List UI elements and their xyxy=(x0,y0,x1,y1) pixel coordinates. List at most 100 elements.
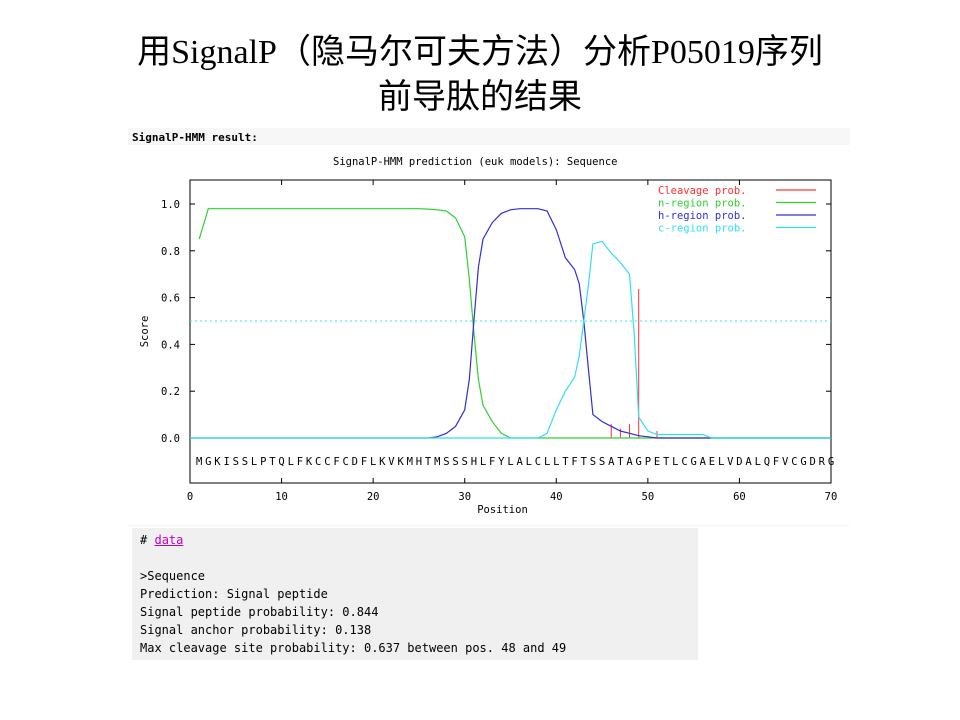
sequence-residue: S xyxy=(590,456,596,468)
x-tick-label: 0 xyxy=(187,491,193,503)
sequence-residue: Q xyxy=(278,456,284,468)
results-textbox: # data >Sequence Prediction: Signal pept… xyxy=(132,528,698,660)
sequence-residue: T xyxy=(425,456,432,468)
sequence-residue: A xyxy=(626,456,633,468)
sequence-residue: F xyxy=(297,456,303,468)
signal-peptide-prob-line: Signal peptide probability: 0.844 xyxy=(140,605,379,619)
sequence-residue: A xyxy=(745,456,752,468)
sequence-residue: L xyxy=(755,456,761,468)
sequence-residue: L xyxy=(288,456,294,468)
sequence-residue: C xyxy=(343,456,349,468)
sequence-residue: P xyxy=(645,456,651,468)
sequence-residue: L xyxy=(480,456,486,468)
slide-title-line2: 前导肽的结果 xyxy=(378,79,582,116)
legend-label: h-region prob. xyxy=(658,210,747,222)
sequence-residue: K xyxy=(379,456,386,468)
data-link[interactable]: data xyxy=(154,533,184,547)
y-tick-label: 0.2 xyxy=(161,386,180,398)
chart-title: SignalP-HMM prediction (euk models): Seq… xyxy=(333,156,617,168)
sequence-residue: Y xyxy=(498,456,505,468)
y-tick-label: 1.0 xyxy=(161,199,180,211)
y-axis-label: Score xyxy=(139,316,151,348)
sequence-residue: F xyxy=(773,456,779,468)
series-line-n-region xyxy=(198,208,831,439)
x-tick-label: 40 xyxy=(550,491,563,503)
x-tick-label: 50 xyxy=(642,491,655,503)
sequence-residue: P xyxy=(260,456,266,468)
sequence-residue: A xyxy=(516,456,523,468)
slide-title: 用SignalP（隐马尔可夫方法）分析P05019序列 前导肽的结果 xyxy=(0,30,960,120)
sequence-residue: L xyxy=(507,456,513,468)
sequence-residue: S xyxy=(443,456,449,468)
sequence-residue: Q xyxy=(764,456,770,468)
legend-label: n-region prob. xyxy=(658,198,747,210)
prediction-line: Prediction: Signal peptide xyxy=(140,587,328,601)
sequence-residue: C xyxy=(324,456,330,468)
legend-label: c-region prob. xyxy=(658,223,747,235)
x-axis-label: Position xyxy=(477,504,528,516)
sequence-residue: L xyxy=(544,456,550,468)
sequence-line: >Sequence xyxy=(140,569,206,583)
sequence-residue: G xyxy=(828,456,834,468)
sequence-residue: T xyxy=(562,456,569,468)
sequence-residue: T xyxy=(269,456,276,468)
series-line-c-region xyxy=(190,240,831,439)
sequence-residue: T xyxy=(581,456,588,468)
sequence-residue: F xyxy=(333,456,339,468)
legend-label: Cleavage prob. xyxy=(658,185,747,197)
sequence-residue: K xyxy=(214,456,221,468)
sequence-residue: M xyxy=(196,456,202,468)
sequence-residue: L xyxy=(718,456,724,468)
x-tick-label: 70 xyxy=(825,491,838,503)
x-tick-label: 60 xyxy=(733,491,746,503)
x-tick-label: 10 xyxy=(275,491,288,503)
sequence-residue: G xyxy=(636,456,642,468)
sequence-residue: S xyxy=(452,456,458,468)
plot-frame xyxy=(189,179,832,484)
y-tick-label: 0.8 xyxy=(161,246,180,258)
signalp-chart: SignalP-HMM prediction (euk models): Seq… xyxy=(128,145,850,525)
sequence-residue: A xyxy=(608,456,615,468)
sequence-residue: D xyxy=(352,456,358,468)
sequence-residue: M xyxy=(434,456,440,468)
sequence-residue: L xyxy=(672,456,678,468)
sequence-residue: A xyxy=(700,456,707,468)
sequence-residue: M xyxy=(407,456,413,468)
sequence-residue: L xyxy=(553,456,559,468)
sequence-residue: C xyxy=(791,456,797,468)
sequence-residue: H xyxy=(471,456,477,468)
sequence-residue: T xyxy=(617,456,624,468)
sequence-residue: G xyxy=(690,456,696,468)
sequence-residue: S xyxy=(599,456,605,468)
x-tick-label: 20 xyxy=(367,491,380,503)
sequence-residue: F xyxy=(489,456,495,468)
y-tick-label: 0.6 xyxy=(161,293,180,305)
sequence-residue: C xyxy=(681,456,687,468)
cleavage-site-line: Max cleavage site probability: 0.637 bet… xyxy=(140,641,567,655)
signal-anchor-prob-line: Signal anchor probability: 0.138 xyxy=(140,623,372,637)
sequence-residue: R xyxy=(819,456,826,468)
y-tick-label: 0.4 xyxy=(161,339,180,351)
sequence-residue: G xyxy=(205,456,211,468)
sequence-residue: C xyxy=(315,456,321,468)
sequence-residue: F xyxy=(571,456,577,468)
sequence-residue: K xyxy=(306,456,313,468)
sequence-residue: S xyxy=(242,456,248,468)
slide-title-line1: 用SignalP（隐马尔可夫方法）分析P05019序列 xyxy=(137,34,823,71)
sequence-residue: V xyxy=(782,456,789,468)
sequence-residue: C xyxy=(535,456,541,468)
sequence-residue: S xyxy=(233,456,239,468)
sequence-residue: D xyxy=(736,456,742,468)
series-line-h-region xyxy=(190,208,831,439)
sequence-residue: E xyxy=(709,456,715,468)
sequence-residue: L xyxy=(370,456,376,468)
sequence-residue: G xyxy=(800,456,806,468)
sequence-residue: D xyxy=(810,456,816,468)
sequence-residue: I xyxy=(223,456,229,468)
y-tick-label: 0.0 xyxy=(161,433,180,445)
sequence-residue: V xyxy=(388,456,395,468)
sequence-residue: V xyxy=(727,456,734,468)
sequence-residue: K xyxy=(397,456,404,468)
sequence-residue: F xyxy=(361,456,367,468)
panel-header: SignalP-HMM result: xyxy=(132,131,258,144)
